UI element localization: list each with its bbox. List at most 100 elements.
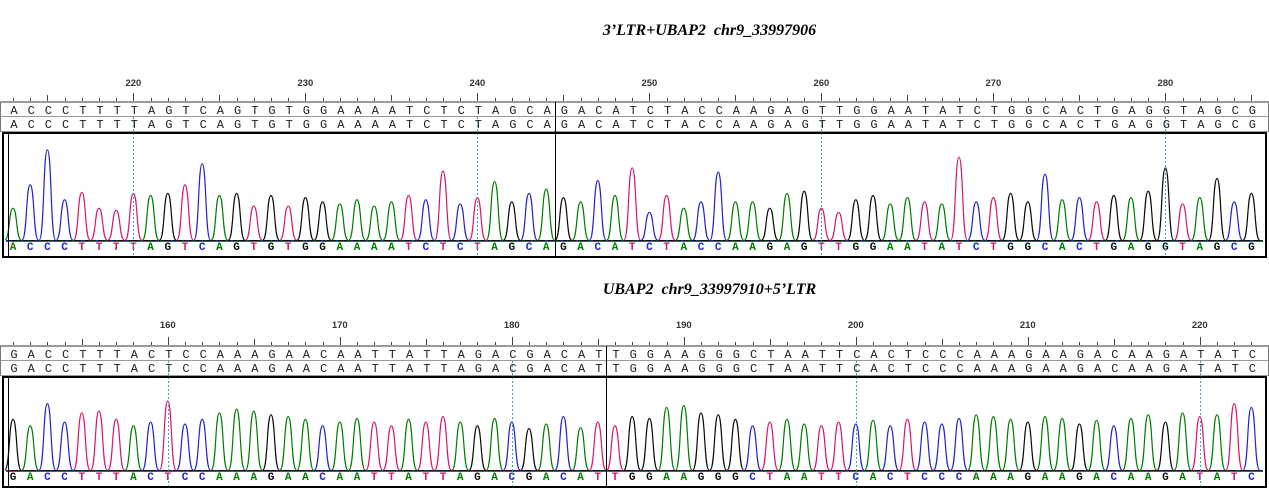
peak-T bbox=[468, 196, 487, 241]
trace-base-letter: T bbox=[1196, 472, 1204, 484]
sequence-letter: G bbox=[870, 118, 878, 132]
sequence-letter: A bbox=[904, 118, 912, 132]
ruler-tick bbox=[718, 98, 720, 101]
peak-G bbox=[1139, 190, 1157, 241]
peak-A bbox=[984, 416, 1003, 471]
ruler-tick bbox=[1199, 337, 1201, 345]
sequence-letter: T bbox=[405, 118, 414, 132]
trace-base-letter: G bbox=[1162, 242, 1169, 254]
sequence-letter: A bbox=[1128, 104, 1136, 118]
sequence-letter: T bbox=[1231, 362, 1239, 376]
ruler-number: 280 bbox=[1157, 78, 1174, 89]
peak-C bbox=[193, 418, 211, 471]
sequence-letter: A bbox=[285, 348, 293, 362]
sequence-letter: T bbox=[1179, 104, 1188, 118]
trace-base-letter: A bbox=[904, 242, 911, 254]
sequence-letter: G bbox=[1025, 362, 1033, 376]
ruler-tick bbox=[546, 342, 548, 345]
trace-base-letter: T bbox=[663, 242, 670, 254]
sequence-letter: T bbox=[130, 104, 138, 118]
peak-C bbox=[520, 192, 538, 241]
sequence-letter: G bbox=[1007, 104, 1016, 118]
peak-A bbox=[675, 404, 693, 471]
sequence-letter: T bbox=[767, 348, 775, 362]
sequence-letter: G bbox=[233, 118, 242, 132]
trace-base-letter: G bbox=[164, 242, 172, 254]
ruler-tick bbox=[941, 339, 943, 345]
ruler-tick bbox=[460, 98, 462, 101]
trace-base-letter: A bbox=[353, 242, 361, 254]
ruler-tick bbox=[374, 342, 376, 345]
ruler-tick bbox=[1148, 342, 1150, 345]
grid-dotted-line bbox=[1199, 361, 1201, 486]
sequence-letter: A bbox=[233, 362, 242, 376]
trace-base-letter: A bbox=[938, 242, 946, 254]
sequence-letter: C bbox=[956, 362, 964, 376]
sequence-letter: C bbox=[509, 348, 517, 362]
sequence-letter: C bbox=[457, 104, 465, 118]
trace-base-letter: G bbox=[1024, 472, 1032, 484]
ruler-tick bbox=[769, 98, 771, 101]
sequence-letter: T bbox=[904, 362, 912, 376]
ruler-tick bbox=[133, 342, 135, 345]
panel-2-title: UBAP2 chr9_33997910+5’LTR bbox=[602, 281, 817, 298]
sequence-letter: A bbox=[1128, 118, 1136, 132]
sequence-letter: T bbox=[1093, 118, 1102, 132]
sequence-letter: C bbox=[749, 348, 758, 362]
sequence-letter: C bbox=[1111, 362, 1119, 376]
sequence-letter: G bbox=[1076, 348, 1084, 362]
peak-A bbox=[331, 203, 349, 241]
trace-base-letter: A bbox=[680, 242, 688, 254]
sequence-letter: T bbox=[595, 348, 603, 362]
sequence-letter: C bbox=[199, 362, 207, 376]
ruler-tick bbox=[305, 342, 307, 345]
sequence-letter: G bbox=[853, 104, 861, 118]
sequence-letter: G bbox=[1214, 104, 1222, 118]
sequence-letter: T bbox=[1179, 118, 1188, 132]
ruler-tick bbox=[1062, 342, 1064, 345]
sequence-letter: A bbox=[337, 362, 345, 376]
trace-base-letter: G bbox=[9, 472, 17, 484]
trace-base-letter: A bbox=[216, 472, 223, 484]
peak-T bbox=[176, 184, 194, 241]
sequence-letter: G bbox=[319, 118, 328, 132]
peak-A bbox=[1087, 419, 1106, 471]
sequence-letter: G bbox=[233, 104, 242, 118]
peak-A bbox=[348, 417, 366, 471]
peak-A bbox=[141, 194, 160, 241]
trace-base-letter: A bbox=[1127, 242, 1135, 254]
sequence-letter: A bbox=[1214, 362, 1222, 376]
ruler-tick bbox=[99, 342, 100, 345]
ruler-tick bbox=[666, 98, 668, 101]
peak-G bbox=[296, 196, 315, 241]
ruler-tick bbox=[1113, 98, 1115, 101]
sequence-letter: G bbox=[526, 362, 534, 376]
ruler-tick bbox=[821, 93, 823, 101]
trace-base-letter: C bbox=[938, 472, 946, 484]
sequence-letter: T bbox=[96, 104, 104, 118]
sequence-letter: A bbox=[663, 362, 672, 376]
peak-G bbox=[1208, 177, 1226, 241]
sequence-letter: A bbox=[354, 362, 362, 376]
sequence-letter: C bbox=[44, 362, 52, 376]
sequence-letter: G bbox=[1214, 118, 1222, 132]
ruler-tick bbox=[529, 98, 530, 101]
ruler-tick bbox=[976, 342, 978, 345]
peak-G bbox=[1242, 192, 1261, 241]
peak-A bbox=[606, 194, 624, 241]
sequence-letter: G bbox=[1025, 104, 1033, 118]
sequence-letter: T bbox=[474, 104, 482, 118]
trace-base-letter: C bbox=[422, 242, 430, 254]
ruler-tick bbox=[408, 98, 410, 101]
peak-C bbox=[915, 421, 934, 471]
sequence-letter: A bbox=[233, 348, 242, 362]
peak-G bbox=[1105, 194, 1123, 241]
trace-base-letter: A bbox=[336, 472, 344, 484]
ruler-tick bbox=[1131, 342, 1132, 345]
trace-base-letter: T bbox=[835, 242, 842, 254]
ruler-tick bbox=[271, 98, 272, 101]
trace-base-letter: C bbox=[61, 242, 68, 254]
sequence-letter: G bbox=[526, 348, 534, 362]
trace-base-letter: T bbox=[112, 242, 120, 254]
